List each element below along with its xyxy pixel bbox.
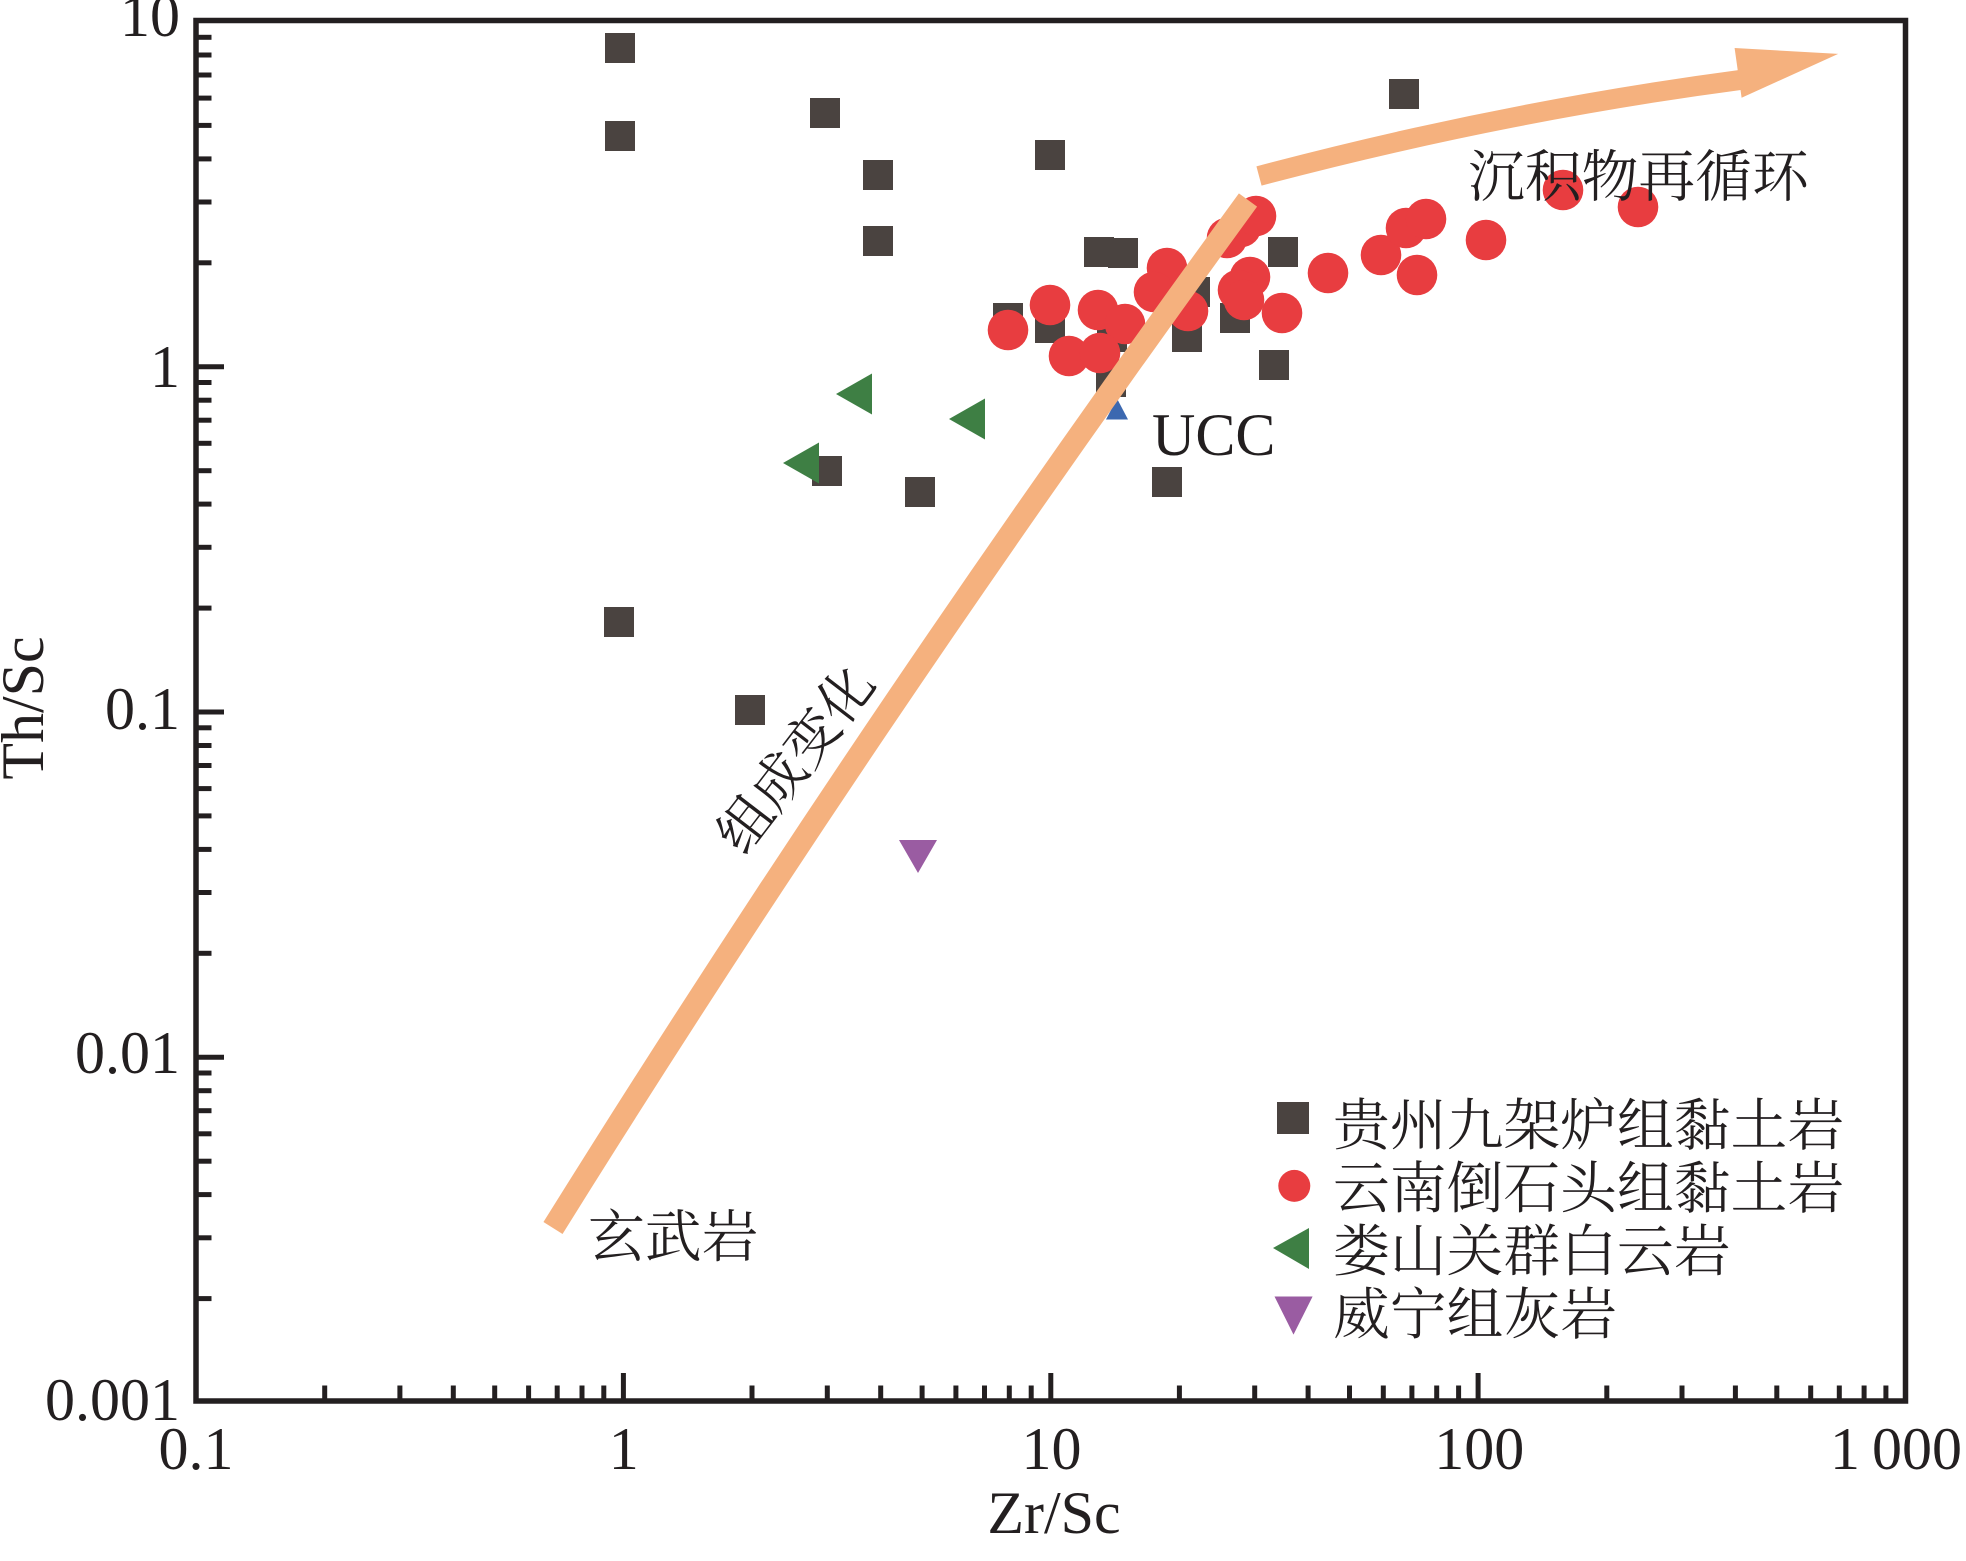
svg-text:0.1: 0.1 (159, 1416, 234, 1482)
svg-text:UCC: UCC (1152, 402, 1275, 468)
svg-text:1 000: 1 000 (1830, 1416, 1962, 1482)
svg-text:1: 1 (609, 1416, 639, 1482)
svg-text:Zr/Sc: Zr/Sc (987, 1480, 1120, 1546)
svg-text:10: 10 (120, 0, 180, 49)
svg-text:0.1: 0.1 (105, 676, 180, 742)
svg-text:Th/Sc: Th/Sc (0, 636, 56, 779)
svg-text:0.01: 0.01 (75, 1020, 180, 1086)
svg-text:100: 100 (1434, 1416, 1524, 1482)
svg-text:1: 1 (150, 334, 180, 400)
svg-text:10: 10 (1022, 1416, 1082, 1482)
svg-text:0.001: 0.001 (45, 1367, 180, 1433)
